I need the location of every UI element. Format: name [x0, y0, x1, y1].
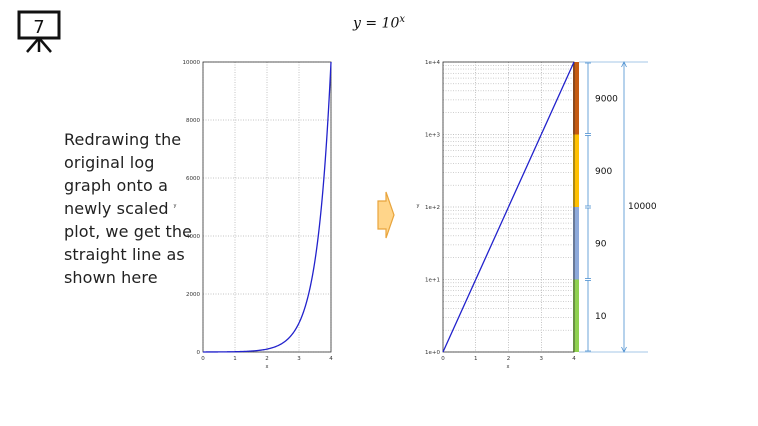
equation-title: y = 10x [0, 14, 758, 32]
log-chart-band [573, 207, 579, 280]
equation-lhs: y = 10 [353, 15, 400, 32]
log-chart-bands [573, 62, 579, 352]
linear-chart-xlabel: x [266, 364, 269, 370]
slide-number-badge: 7 [17, 10, 61, 53]
log-chart-ytick-label: 1e+1 [425, 278, 440, 284]
log-chart-xtick-label: 4 [572, 356, 576, 362]
linear-chart-ylabel: y [174, 203, 177, 209]
linear-chart-ytick-label: 6000 [186, 176, 200, 182]
linear-chart-ytick-label: 10000 [183, 60, 201, 66]
log-chart-band [573, 62, 579, 135]
total-bracket-label: 10000 [628, 202, 657, 212]
linear-chart-frame [202, 61, 332, 353]
log-chart-xtick-label: 1 [474, 356, 478, 362]
log-chart-band [573, 134, 579, 207]
total-bracket-arrowhead [621, 346, 627, 353]
total-bracket-arrowhead [621, 61, 627, 68]
linear-chart-xtick-label: 1 [233, 356, 237, 362]
log-chart: 0 1 2 3 4 1e+0 1e+1 1e+2 1e+3 1e+4 10 90 900 9000 100… [417, 60, 657, 370]
band-bracket-label: 90 [595, 239, 607, 249]
linear-chart-ytick-label: 8000 [186, 118, 200, 124]
badge-stand-right [38, 37, 52, 53]
log-chart-brackets: 10 90 900 9000 10000 [579, 61, 657, 353]
equation-exponent: x [399, 14, 405, 25]
slide-number: 7 [33, 17, 44, 38]
linear-chart-xtick-label: 2 [265, 356, 269, 362]
linear-chart-grid [202, 61, 332, 353]
linear-chart-ytick-label: 2000 [186, 292, 200, 298]
band-bracket-label: 10 [595, 312, 607, 322]
badge-stand-left [26, 37, 40, 53]
log-chart-ylabel: y [417, 203, 420, 209]
log-chart-band [573, 279, 579, 352]
right-arrow-icon [377, 191, 395, 239]
log-chart-ytick-label: 1e+4 [425, 60, 440, 66]
log-chart-xtick-label: 0 [441, 356, 445, 362]
linear-chart: 0 1 2 3 4 0 2000 4000 6000 8000 10000 x y [174, 60, 334, 370]
linear-chart-xtick-label: 3 [297, 356, 301, 362]
band-bracket-label: 9000 [595, 94, 618, 104]
log-chart-ytick-label: 1e+0 [425, 350, 440, 356]
linear-chart-ytick-label: 0 [197, 350, 201, 356]
band-bracket-label: 900 [595, 167, 612, 177]
log-chart-xtick-label: 3 [540, 356, 544, 362]
linear-chart-ytick-label: 4000 [186, 234, 200, 240]
log-chart-ytick-label: 1e+3 [425, 133, 440, 139]
log-chart-line [442, 61, 575, 353]
log-chart-xlabel: x [507, 364, 510, 370]
caption-text: Redrawing the original log graph onto a … [64, 130, 193, 287]
linear-chart-xtick-label: 4 [329, 356, 333, 362]
linear-chart-curve [203, 61, 332, 353]
log-chart-ytick-label: 1e+2 [425, 205, 440, 211]
log-chart-xtick-label: 2 [507, 356, 511, 362]
linear-chart-xtick-label: 0 [201, 356, 205, 362]
log-chart-frame [442, 61, 575, 353]
linear-chart-ticks: 0 1 2 3 4 0 2000 4000 6000 8000 10000 [183, 60, 334, 362]
log-chart-ticks: 0 1 2 3 4 1e+0 1e+1 1e+2 1e+3 1e+4 [425, 60, 576, 362]
